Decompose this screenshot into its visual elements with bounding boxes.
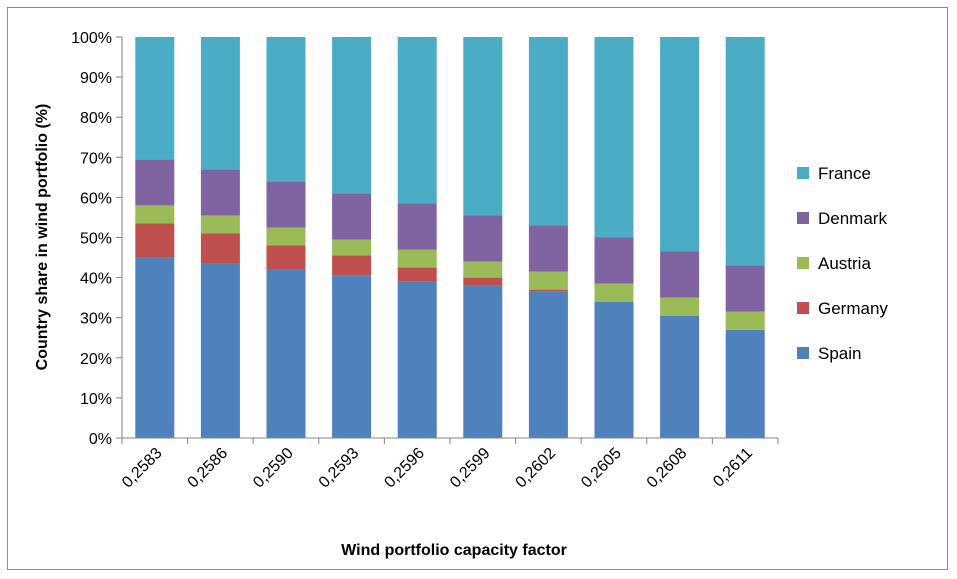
bar-segment-denmark bbox=[528, 225, 568, 272]
legend-label-denmark: Denmark bbox=[818, 209, 887, 228]
bar-segment-germany bbox=[135, 223, 175, 258]
bar-segment-spain bbox=[463, 285, 503, 438]
bar-segment-spain bbox=[266, 269, 306, 438]
bar-segment-spain bbox=[200, 263, 240, 438]
bar-segment-austria bbox=[397, 249, 437, 268]
bar-segment-austria bbox=[332, 239, 372, 256]
bar-segment-spain bbox=[528, 291, 568, 438]
bar-segment-germany bbox=[266, 245, 306, 270]
bar-segment-spain bbox=[725, 329, 765, 438]
bar-segment-france bbox=[200, 37, 240, 170]
x-tick-label: 0,2593 bbox=[316, 445, 363, 492]
bar-segment-denmark bbox=[660, 251, 700, 298]
bar-segment-germany bbox=[528, 289, 568, 292]
y-tick-label: 60% bbox=[80, 190, 112, 207]
y-tick-label: 90% bbox=[80, 70, 112, 87]
x-tick-label: 0,2586 bbox=[185, 445, 232, 492]
bar-segment-spain bbox=[594, 301, 634, 438]
bar-segment-denmark bbox=[266, 181, 306, 228]
bar-segment-denmark bbox=[594, 237, 634, 284]
y-tick-label: 40% bbox=[80, 271, 112, 288]
x-tick-label: 0,2590 bbox=[250, 445, 297, 492]
legend-swatch-denmark bbox=[797, 212, 809, 224]
bar-segment-austria bbox=[528, 271, 568, 290]
bar-segment-germany bbox=[463, 277, 503, 286]
bar-segment-austria bbox=[200, 215, 240, 234]
y-tick-label: 10% bbox=[80, 391, 112, 408]
bar-segment-france bbox=[463, 37, 503, 216]
legend-swatch-austria bbox=[797, 257, 809, 269]
bar-segment-austria bbox=[463, 261, 503, 278]
bar-segment-denmark bbox=[135, 159, 175, 206]
bar-segment-spain bbox=[660, 315, 700, 438]
y-tick-label: 80% bbox=[80, 110, 112, 127]
x-tick-label: 0,2599 bbox=[447, 445, 494, 492]
y-tick-label: 30% bbox=[80, 311, 112, 328]
bar-segment-austria bbox=[660, 297, 700, 316]
bar-segment-france bbox=[266, 37, 306, 182]
bar-segment-denmark bbox=[332, 193, 372, 240]
bar-segment-denmark bbox=[397, 203, 437, 250]
bar-segment-denmark bbox=[725, 265, 765, 312]
plot-area bbox=[135, 37, 765, 438]
bar-segment-france bbox=[397, 37, 437, 204]
legend-swatch-germany bbox=[797, 302, 809, 314]
bar-segment-austria bbox=[594, 283, 634, 302]
bar-segment-austria bbox=[266, 227, 306, 246]
y-tick-label: 20% bbox=[80, 351, 112, 368]
y-axis-ticks: 0% 10% 20% 30% 40% 50% 60% 70% 80% 90% 100% bbox=[71, 30, 123, 448]
x-tick-label: 0,2605 bbox=[578, 445, 625, 492]
bar-segment-germany bbox=[397, 267, 437, 282]
legend-swatch-france bbox=[797, 167, 809, 179]
y-tick-label: 0% bbox=[89, 431, 112, 448]
bar-segment-spain bbox=[332, 275, 372, 438]
x-axis-label: Wind portfolio capacity factor bbox=[341, 542, 567, 559]
bar-segment-denmark bbox=[463, 215, 503, 262]
legend: France Denmark Austria Germany Spain bbox=[797, 164, 888, 363]
legend-label-austria: Austria bbox=[818, 254, 871, 273]
x-tick-label: 0,2596 bbox=[381, 445, 428, 492]
y-axis-label: Country share in wind portfolio (%) bbox=[34, 104, 51, 371]
bar-segment-denmark bbox=[200, 169, 240, 216]
bar-segment-germany bbox=[200, 233, 240, 264]
x-tick-label: 0,2583 bbox=[119, 445, 166, 492]
legend-swatch-spain bbox=[797, 347, 809, 359]
legend-label-france: France bbox=[818, 164, 871, 183]
x-tick-label: 0,2608 bbox=[644, 445, 691, 492]
bar-segment-france bbox=[135, 37, 175, 160]
bar-segment-spain bbox=[135, 257, 175, 438]
bar-segment-france bbox=[660, 37, 700, 252]
x-axis-ticks: 0,2583 0,2586 0,2590 0,2593 0,2596 0,2599 0,26… bbox=[119, 437, 779, 492]
bar-segment-france bbox=[528, 37, 568, 226]
y-tick-label: 100% bbox=[71, 30, 112, 47]
bar-segment-france bbox=[594, 37, 634, 238]
legend-label-spain: Spain bbox=[818, 344, 861, 363]
x-tick-label: 0,2611 bbox=[710, 445, 756, 491]
bar-segment-austria bbox=[725, 311, 765, 330]
bar-segment-austria bbox=[135, 205, 175, 224]
bar-segment-france bbox=[332, 37, 372, 194]
y-tick-label: 50% bbox=[80, 231, 112, 248]
legend-label-germany: Germany bbox=[818, 299, 888, 318]
bar-segment-france bbox=[725, 37, 765, 266]
bar-segment-spain bbox=[397, 281, 437, 438]
bar-segment-germany bbox=[332, 255, 372, 276]
x-tick-label: 0,2602 bbox=[513, 445, 560, 492]
y-tick-label: 70% bbox=[80, 150, 112, 167]
